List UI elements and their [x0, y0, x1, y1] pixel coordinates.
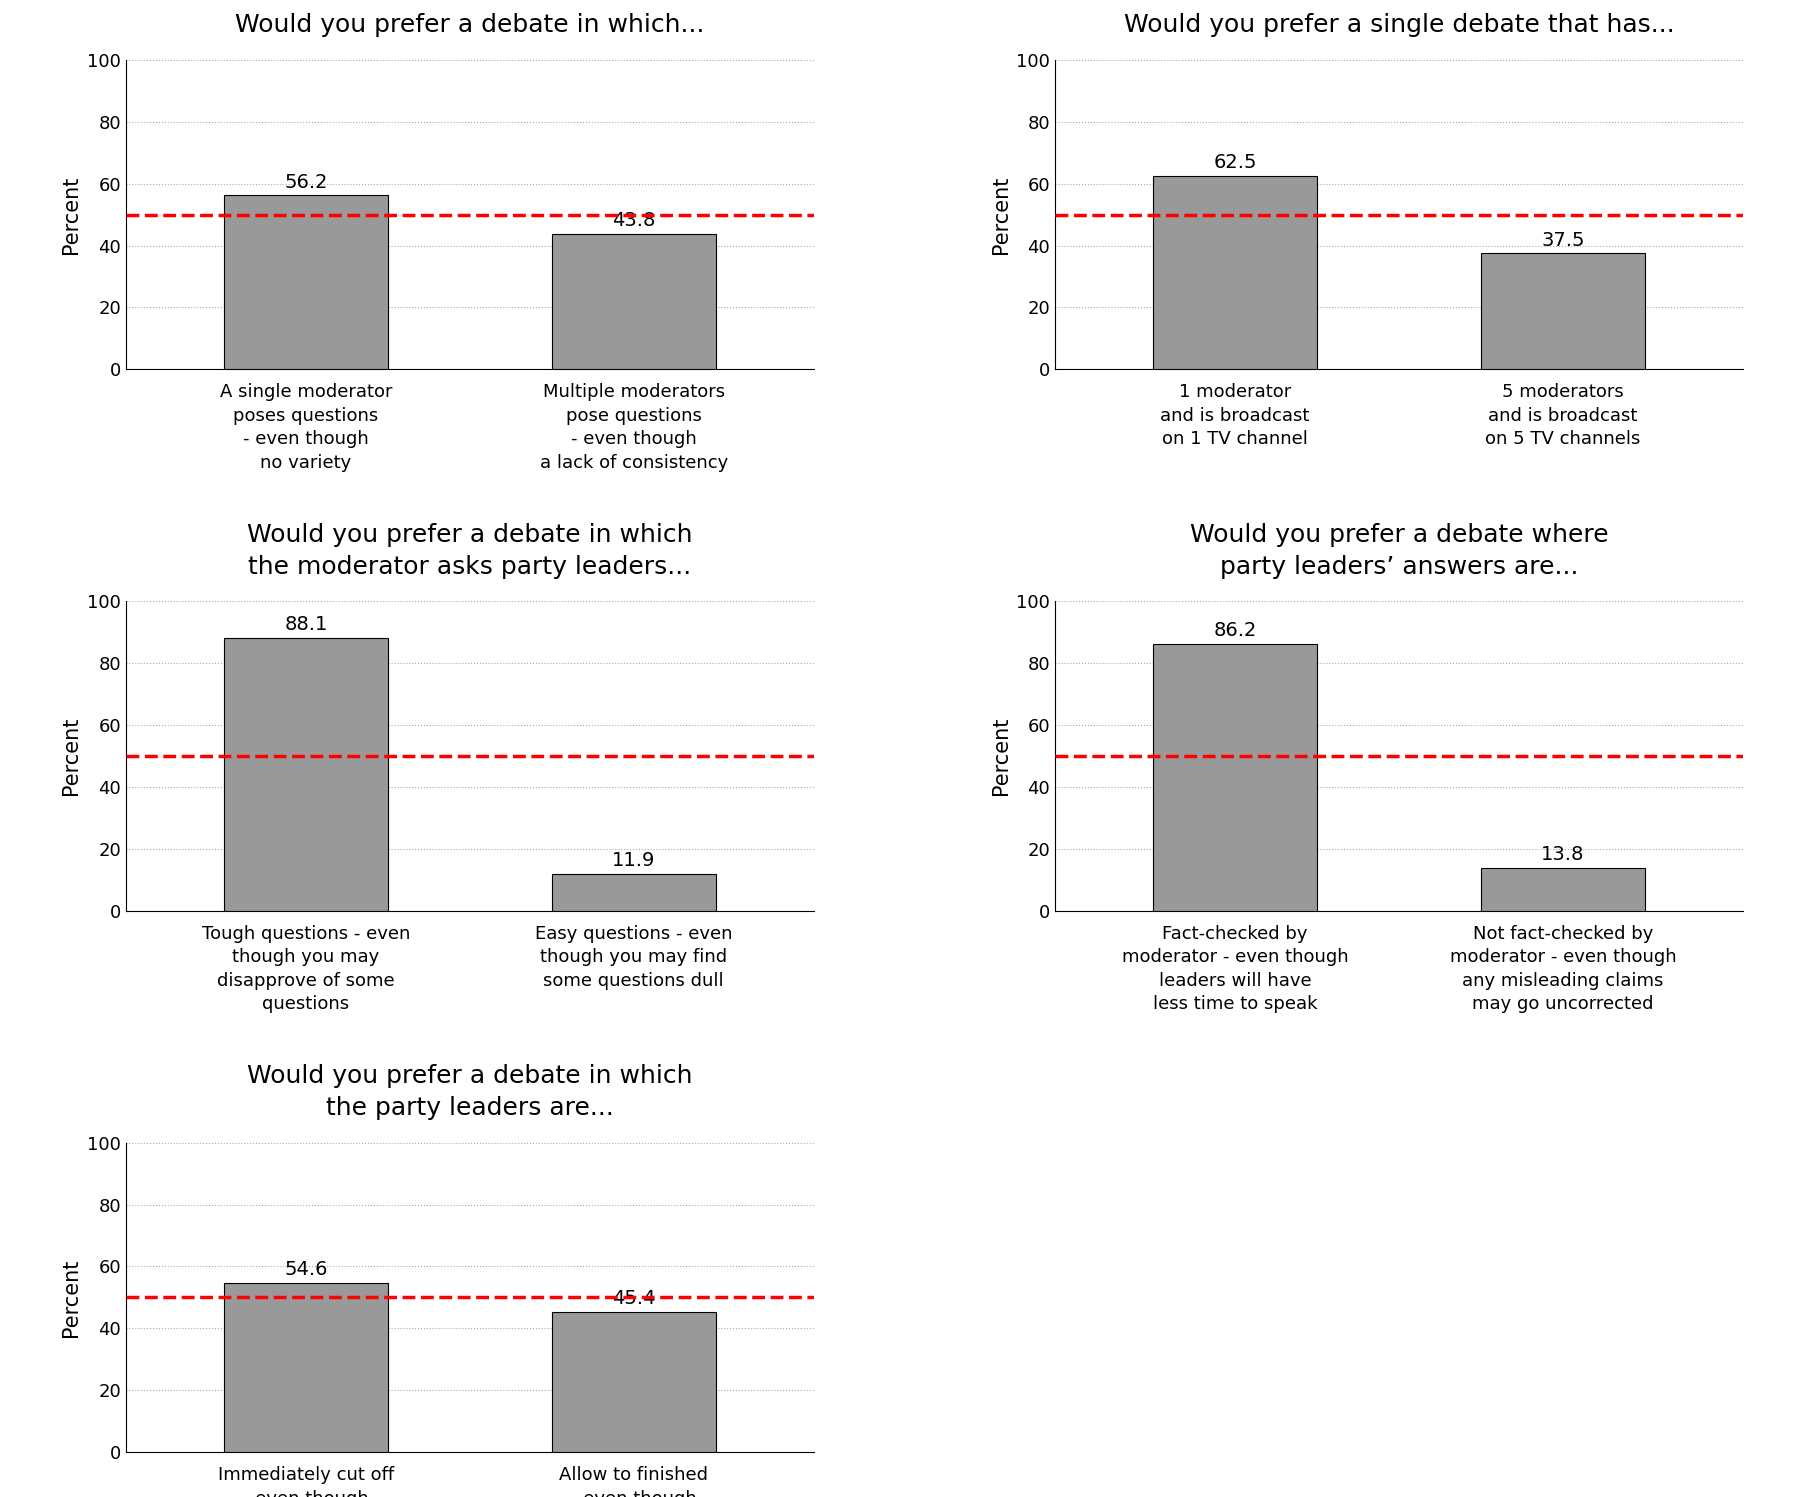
Bar	[1154, 175, 1317, 370]
Text: 13.8: 13.8	[1542, 846, 1585, 864]
Text: 86.2: 86.2	[1213, 621, 1256, 641]
Y-axis label: Percent: Percent	[61, 717, 81, 795]
Text: 56.2: 56.2	[284, 172, 327, 192]
Bar	[225, 638, 388, 910]
Bar	[1481, 868, 1644, 910]
Title: Would you prefer a debate where
party leaders’ answers are...: Would you prefer a debate where party le…	[1190, 522, 1608, 578]
Text: 43.8: 43.8	[613, 211, 656, 231]
Title: Would you prefer a debate in which
the moderator asks party leaders...: Would you prefer a debate in which the m…	[248, 522, 692, 578]
Title: Would you prefer a single debate that has...: Would you prefer a single debate that ha…	[1123, 13, 1675, 37]
Text: 54.6: 54.6	[284, 1260, 327, 1280]
Bar	[225, 1283, 388, 1452]
Text: 88.1: 88.1	[284, 615, 327, 635]
Bar	[1481, 253, 1644, 370]
Text: 45.4: 45.4	[613, 1289, 656, 1308]
Text: 11.9: 11.9	[613, 852, 656, 870]
Title: Would you prefer a debate in which
the party leaders are...: Would you prefer a debate in which the p…	[248, 1064, 692, 1120]
Bar	[552, 1311, 715, 1452]
Bar	[1154, 644, 1317, 910]
Text: 37.5: 37.5	[1542, 231, 1585, 250]
Y-axis label: Percent: Percent	[990, 717, 1010, 795]
Bar	[552, 234, 715, 370]
Y-axis label: Percent: Percent	[61, 175, 81, 254]
Y-axis label: Percent: Percent	[61, 1257, 81, 1337]
Title: Would you prefer a debate in which...: Would you prefer a debate in which...	[235, 13, 704, 37]
Y-axis label: Percent: Percent	[990, 175, 1010, 254]
Bar	[552, 874, 715, 910]
Bar	[225, 196, 388, 370]
Text: 62.5: 62.5	[1213, 153, 1256, 172]
